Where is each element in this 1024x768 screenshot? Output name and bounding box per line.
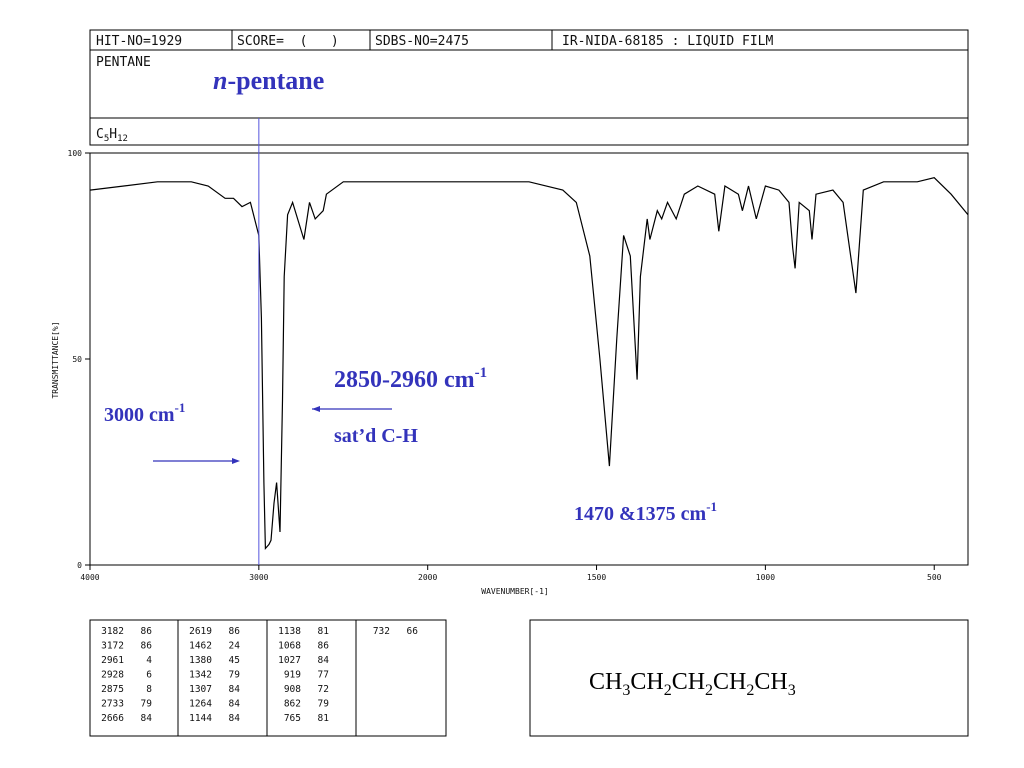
- peak-wavenumber: 862: [284, 699, 301, 710]
- formula-sub: 3: [788, 682, 796, 699]
- range-text: 2850-2960 cm: [334, 367, 475, 393]
- peak-wavenumber: 2733: [101, 699, 124, 710]
- peak-transmittance: 86: [229, 626, 241, 637]
- structure-text: CH3CH2CH2CH2CH3: [589, 669, 796, 699]
- bend-annotation: 1470 &1375 cm-1: [574, 499, 717, 525]
- peak-transmittance: 86: [141, 626, 153, 637]
- structure-formula: CH3CH2CH2CH2CH3: [589, 669, 796, 699]
- formula-sub: 2: [746, 682, 754, 699]
- y-axis-label: TRANSMITTANCE[%]: [51, 321, 60, 398]
- x-tick-label: 2000: [418, 573, 437, 582]
- peak-transmittance: 86: [318, 641, 330, 652]
- formula-sub: 2: [705, 682, 713, 699]
- peak-wavenumber: 908: [284, 684, 301, 695]
- compound-rest: -pentane: [227, 66, 324, 95]
- peak-transmittance: 79: [141, 699, 153, 710]
- method: IR-NIDA-68185 : LIQUID FILM: [562, 34, 773, 49]
- header-box: [89, 29, 969, 146]
- plot-frame: [89, 152, 969, 566]
- peak-wavenumber: 2619: [189, 626, 212, 637]
- peak-wavenumber: 1462: [189, 641, 212, 652]
- peak-transmittance: 77: [318, 670, 329, 681]
- peak-wavenumber: 1342: [189, 670, 212, 681]
- x-tick-label: 500: [927, 573, 942, 582]
- x-tick-label: 3000: [249, 573, 268, 582]
- compound-name: PENTANE: [96, 55, 151, 70]
- peak-transmittance: 4: [146, 655, 152, 666]
- peak-wavenumber: 1264: [189, 699, 212, 710]
- peak-transmittance: 81: [318, 713, 330, 724]
- peak-table-box: [89, 619, 447, 737]
- structure-box: [529, 619, 969, 737]
- peak-wavenumber: 2875: [101, 684, 124, 695]
- sdbs-no: SDBS-NO=2475: [375, 34, 469, 49]
- peak-transmittance: 84: [229, 699, 241, 710]
- y-tick-label: 100: [68, 149, 83, 158]
- arrow-head: [312, 406, 320, 412]
- peak-transmittance: 45: [229, 655, 240, 666]
- peak-transmittance: 84: [141, 713, 153, 724]
- formula-part: H: [109, 127, 117, 142]
- bend-sup: -1: [706, 499, 717, 514]
- formula-part: CH: [630, 669, 663, 695]
- peak-wavenumber: 2666: [101, 713, 124, 724]
- peak-transmittance: 66: [407, 626, 419, 637]
- peak-wavenumber: 1144: [189, 713, 212, 724]
- x-tick-label: 1000: [756, 573, 775, 582]
- peak-wavenumber: 1138: [278, 626, 301, 637]
- formula-sub: 2: [664, 682, 672, 699]
- header-formula: C5H12: [96, 127, 128, 144]
- y-tick-label: 0: [77, 561, 82, 570]
- x-tick-label: 1500: [587, 573, 606, 582]
- x-tick-label: 4000: [80, 573, 99, 582]
- peak-transmittance: 81: [318, 626, 330, 637]
- formula-sub: 12: [117, 134, 128, 144]
- formula-part: C: [96, 127, 104, 142]
- peak-transmittance: 84: [229, 684, 241, 695]
- formula-sub: 5: [104, 134, 109, 144]
- peak-transmittance: 79: [229, 670, 241, 681]
- arrow-head: [232, 458, 240, 464]
- mark-annotation: 3000 cm-1: [104, 400, 185, 426]
- score: SCORE= ( ): [237, 34, 339, 49]
- peak-transmittance: 79: [318, 699, 330, 710]
- peak-transmittance: 24: [229, 641, 241, 652]
- peak-transmittance: 72: [318, 684, 329, 695]
- range-sup: -1: [475, 365, 488, 381]
- compound-italic: n: [213, 66, 227, 95]
- peak-transmittance: 8: [146, 684, 152, 695]
- formula-part: CH: [754, 669, 787, 695]
- spectrum-line: [89, 177, 969, 551]
- peak-wavenumber: 732: [373, 626, 390, 637]
- peak-wavenumber: 1380: [189, 655, 212, 666]
- peak-transmittance: 84: [229, 713, 241, 724]
- peak-wavenumber: 1068: [278, 641, 301, 652]
- peak-wavenumber: 765: [284, 713, 301, 724]
- hit-no: HIT-NO=1929: [96, 34, 182, 49]
- peak-transmittance: 6: [146, 670, 152, 681]
- formula-part: CH: [713, 669, 746, 695]
- peak-wavenumber: 2928: [101, 670, 124, 681]
- peak-wavenumber: 2961: [101, 655, 124, 666]
- peak-transmittance: 86: [141, 641, 153, 652]
- y-tick-label: 50: [72, 355, 82, 364]
- peak-wavenumber: 1307: [189, 684, 212, 695]
- range-note: sat’d C-H: [334, 425, 418, 447]
- formula-part: CH: [589, 669, 622, 695]
- range-annotation: 2850-2960 cm-1: [334, 365, 487, 393]
- x-axis-label: WAVENUMBER[-1]: [481, 587, 548, 596]
- compound-label: n-pentane: [213, 66, 324, 95]
- peak-transmittance: 84: [318, 655, 330, 666]
- formula-part: CH: [672, 669, 705, 695]
- bend-text: 1470 &1375 cm: [574, 503, 707, 525]
- peak-wavenumber: 919: [284, 670, 301, 681]
- peak-wavenumber: 3182: [101, 626, 124, 637]
- mark-text: 3000 cm: [104, 404, 175, 426]
- peak-wavenumber: 3172: [101, 641, 124, 652]
- peak-wavenumber: 1027: [278, 655, 301, 666]
- formula-sub: 3: [622, 682, 630, 699]
- mark-sup: -1: [175, 400, 186, 415]
